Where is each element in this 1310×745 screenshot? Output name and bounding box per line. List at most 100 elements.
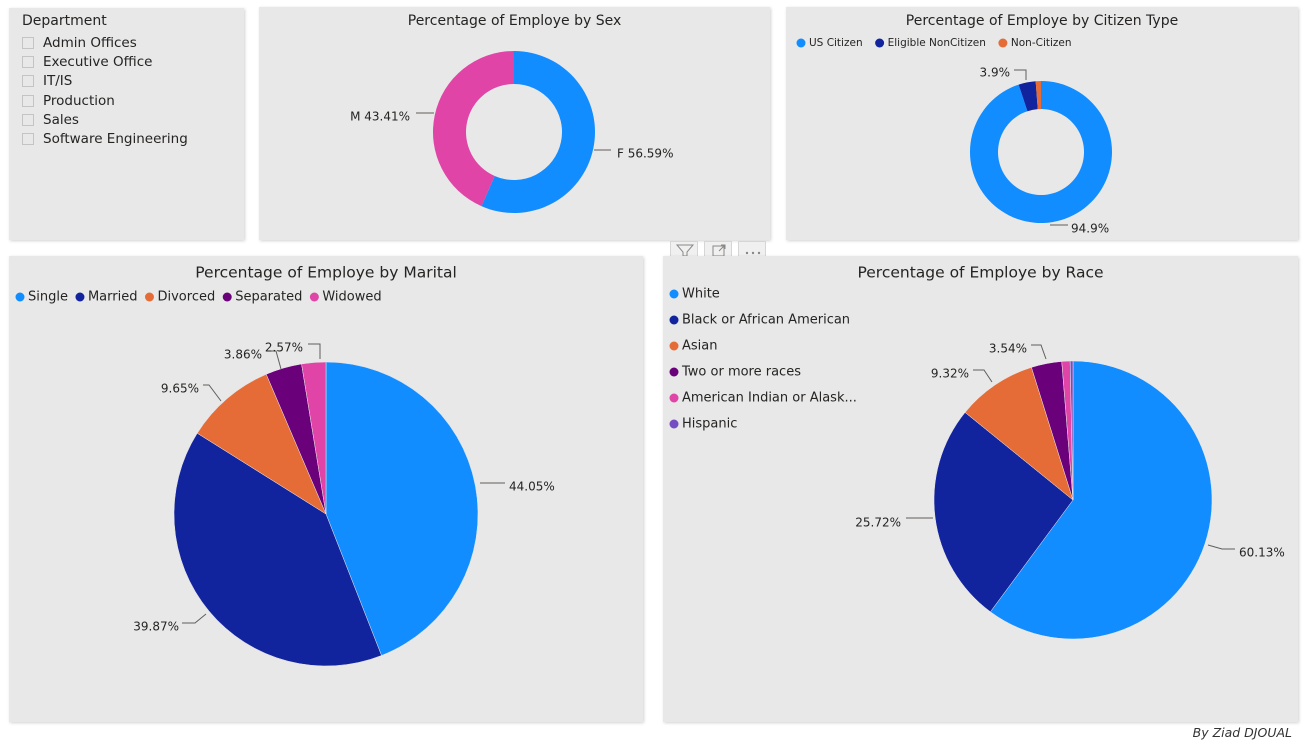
checkbox[interactable] — [22, 56, 34, 68]
legend-marker-married — [75, 292, 85, 302]
slicer-item-label: Sales — [43, 112, 79, 128]
legend-marker-american-indian-or-alask — [669, 393, 679, 403]
legend-label-non-citizen[interactable]: Non-Citizen — [1011, 37, 1072, 49]
slice-white[interactable] — [990, 360, 1213, 640]
slicer-item-label: IT/IS — [43, 73, 73, 89]
checkbox[interactable] — [22, 37, 34, 49]
leader-line-divorced — [203, 384, 222, 402]
slice-asian[interactable] — [964, 367, 1074, 501]
legend-label-married[interactable]: Married — [88, 290, 138, 305]
leader-line-eligible-noncitizen — [1014, 69, 1027, 80]
legend-marker-two-or-more-races — [669, 367, 679, 377]
checkbox[interactable] — [22, 95, 34, 107]
legend-label-hispanic[interactable]: Hispanic — [682, 417, 737, 432]
data-label-white: 60.13% — [1239, 546, 1285, 560]
slice-m[interactable] — [432, 50, 514, 207]
sex-chart-svg: Percentage of Employe by Sex F 56.59% M 43… — [350, 13, 673, 214]
legend-label-white[interactable]: White — [682, 287, 720, 302]
leader-line-asian — [973, 369, 993, 383]
leader-line-separated — [266, 350, 282, 370]
data-label-eligible-noncitizen: 3.9% — [980, 66, 1011, 80]
legend-marker-white — [669, 289, 679, 299]
slicer-item-executive-office[interactable]: Executive Office — [22, 53, 152, 71]
slicer-item-label: Executive Office — [43, 54, 153, 70]
leader-line-two-or-more-races — [1031, 344, 1047, 360]
slice-widowed[interactable] — [301, 361, 327, 515]
more-options-icon — [745, 251, 761, 255]
chart-title: Percentage of Employe by Sex — [408, 13, 622, 29]
legend-marker-hispanic — [669, 419, 679, 429]
legend-label-two-or-more-races[interactable]: Two or more races — [681, 365, 801, 380]
legend-label-asian[interactable]: Asian — [682, 339, 717, 354]
legend-marker-separated — [222, 292, 232, 302]
legend-marker-non-citizen — [998, 38, 1008, 48]
filter-button[interactable] — [670, 241, 698, 257]
author-credit: By Ziad DJOUAL — [1192, 725, 1292, 740]
slice-eligible-noncitizen[interactable] — [1018, 81, 1038, 112]
citizen-chart-svg: Percentage of Employe by Citizen Type US … — [796, 13, 1178, 236]
legend-marker-eligible-noncitizen — [875, 38, 885, 48]
leader-line-white — [1207, 544, 1235, 550]
chart-title: Percentage of Employe by Citizen Type — [906, 13, 1178, 29]
legend-marker-single — [15, 292, 25, 302]
citizen-donut-chart[interactable]: Percentage of Employe by Citizen Type US … — [786, 7, 1298, 240]
sex-donut-chart[interactable]: Percentage of Employe by Sex F 56.59% M 43… — [259, 7, 770, 240]
slicer-item-software-engineering[interactable]: Software Engineering — [22, 130, 188, 148]
legend-label-widowed[interactable]: Widowed — [322, 290, 381, 305]
legend-marker-us-citizen — [796, 38, 806, 48]
slicer-item-admin-offices[interactable]: Admin Offices — [22, 34, 137, 52]
department-slicer: Department Admin Offices Executive Offic… — [9, 8, 244, 240]
slice-us-citizen[interactable] — [969, 81, 1112, 223]
chart-title: Percentage of Employe by Race — [857, 264, 1103, 282]
legend-label-divorced[interactable]: Divorced — [157, 290, 215, 305]
data-label-two-or-more-races: 3.54% — [989, 342, 1027, 356]
checkbox[interactable] — [22, 114, 34, 126]
legend-marker-widowed — [309, 292, 319, 302]
legend-label-american-indian-or-alask[interactable]: American Indian or Alask... — [682, 391, 857, 406]
checkbox[interactable] — [22, 75, 34, 87]
marital-chart-svg: Percentage of Employe by Marital Single Ma… — [15, 264, 555, 667]
visual-header-toolbar — [670, 241, 770, 257]
legend-marker-divorced — [144, 292, 154, 302]
slice-hispanic[interactable] — [1069, 360, 1074, 501]
data-label-divorced: 9.65% — [161, 382, 199, 396]
legend-marker-asian — [669, 341, 679, 351]
legend-marker-black-or-african-american — [669, 315, 679, 325]
slice-f[interactable] — [481, 51, 595, 214]
legend-label-eligible-noncitizen[interactable]: Eligible NonCitizen — [888, 37, 986, 49]
slicer-item-sales[interactable]: Sales — [22, 111, 79, 129]
slice-single[interactable] — [325, 361, 479, 656]
chart-title: Percentage of Employe by Marital — [195, 264, 457, 282]
slicer-title: Department — [22, 13, 107, 29]
slicer-item-label: Admin Offices — [43, 35, 137, 51]
leader-line-married — [182, 613, 207, 624]
slicer-item-label: Production — [43, 93, 115, 109]
data-label-married: 39.87% — [133, 620, 179, 634]
focus-mode-button[interactable] — [704, 241, 732, 257]
race-chart-svg: Percentage of Employe by Race White Black … — [669, 264, 1285, 640]
legend-label-us-citizen[interactable]: US Citizen — [809, 37, 863, 49]
data-label-us-citizen: 94.9% — [1071, 222, 1109, 236]
data-label-widowed: 2.57% — [265, 341, 303, 355]
race-pie-chart[interactable]: Percentage of Employe by Race White Black … — [663, 256, 1298, 722]
legend-label-single[interactable]: Single — [28, 290, 68, 305]
checkbox[interactable] — [22, 133, 34, 145]
more-options-button[interactable] — [738, 241, 766, 257]
slice-black-or-african-american[interactable] — [933, 412, 1074, 613]
slicer-item-production[interactable]: Production — [22, 92, 115, 110]
data-label-single: 44.05% — [509, 480, 555, 494]
slice-divorced[interactable] — [196, 373, 327, 515]
data-label-asian: 9.32% — [931, 367, 969, 381]
data-label-black-or-african-american: 25.72% — [855, 516, 901, 530]
legend-label-black-or-african-american[interactable]: Black or African American — [682, 313, 850, 328]
leader-line-widowed — [308, 343, 321, 359]
slicer-item-it-is[interactable]: IT/IS — [22, 72, 72, 90]
marital-pie-chart[interactable]: Percentage of Employe by Marital Single Ma… — [9, 256, 643, 722]
data-label-f: F 56.59% — [617, 147, 673, 161]
slicer-item-label: Software Engineering — [43, 131, 188, 147]
slice-non-citizen[interactable] — [1035, 81, 1041, 110]
data-label-m: M 43.41% — [350, 110, 410, 124]
data-label-separated: 3.86% — [224, 348, 262, 362]
slice-married[interactable] — [173, 432, 382, 667]
legend-label-separated[interactable]: Separated — [235, 290, 302, 305]
